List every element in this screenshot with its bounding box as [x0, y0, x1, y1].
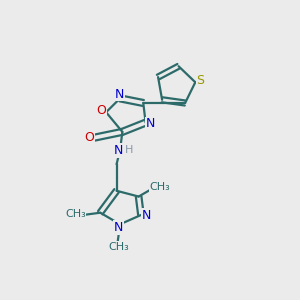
- Text: CH₃: CH₃: [109, 242, 129, 252]
- Text: N: N: [146, 117, 155, 130]
- Text: O: O: [84, 131, 94, 144]
- Text: CH₃: CH₃: [149, 182, 170, 192]
- Text: N: N: [114, 221, 124, 234]
- Text: CH₃: CH₃: [65, 209, 86, 219]
- Text: H: H: [125, 145, 134, 155]
- Text: N: N: [114, 144, 124, 157]
- Text: O: O: [96, 104, 106, 117]
- Text: N: N: [142, 208, 152, 221]
- Text: N: N: [115, 88, 124, 101]
- Text: S: S: [196, 74, 204, 87]
